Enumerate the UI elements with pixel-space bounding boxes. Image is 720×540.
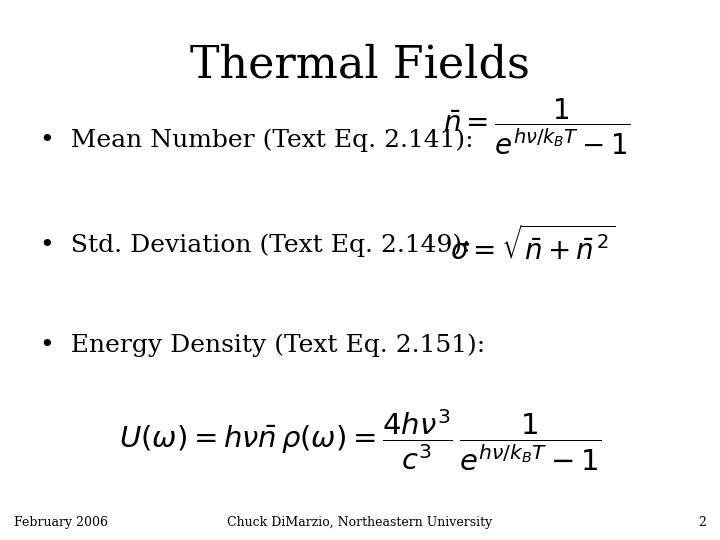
- Text: •  Std. Deviation (Text Eq. 2.149):: • Std. Deviation (Text Eq. 2.149):: [40, 234, 470, 258]
- Text: February 2006: February 2006: [14, 516, 109, 529]
- Text: Thermal Fields: Thermal Fields: [190, 43, 530, 86]
- Text: $\bar{n} = \dfrac{1}{e^{h\nu/k_BT} - 1}$: $\bar{n} = \dfrac{1}{e^{h\nu/k_BT} - 1}$: [443, 97, 630, 157]
- Text: •  Mean Number (Text Eq. 2.141):: • Mean Number (Text Eq. 2.141):: [40, 129, 473, 152]
- Text: $U(\omega) = h\nu\bar{n}\,\rho(\omega) = \dfrac{4h\nu^3}{c^3}\,\dfrac{1}{e^{h\nu: $U(\omega) = h\nu\bar{n}\,\rho(\omega) =…: [119, 407, 601, 473]
- Text: $\sigma = \sqrt{\bar{n} + \bar{n}^{\,2}}$: $\sigma = \sqrt{\bar{n} + \bar{n}^{\,2}}…: [450, 226, 616, 266]
- Text: 2: 2: [698, 516, 706, 529]
- Text: Chuck DiMarzio, Northeastern University: Chuck DiMarzio, Northeastern University: [228, 516, 492, 529]
- Text: •  Energy Density (Text Eq. 2.151):: • Energy Density (Text Eq. 2.151):: [40, 334, 485, 357]
